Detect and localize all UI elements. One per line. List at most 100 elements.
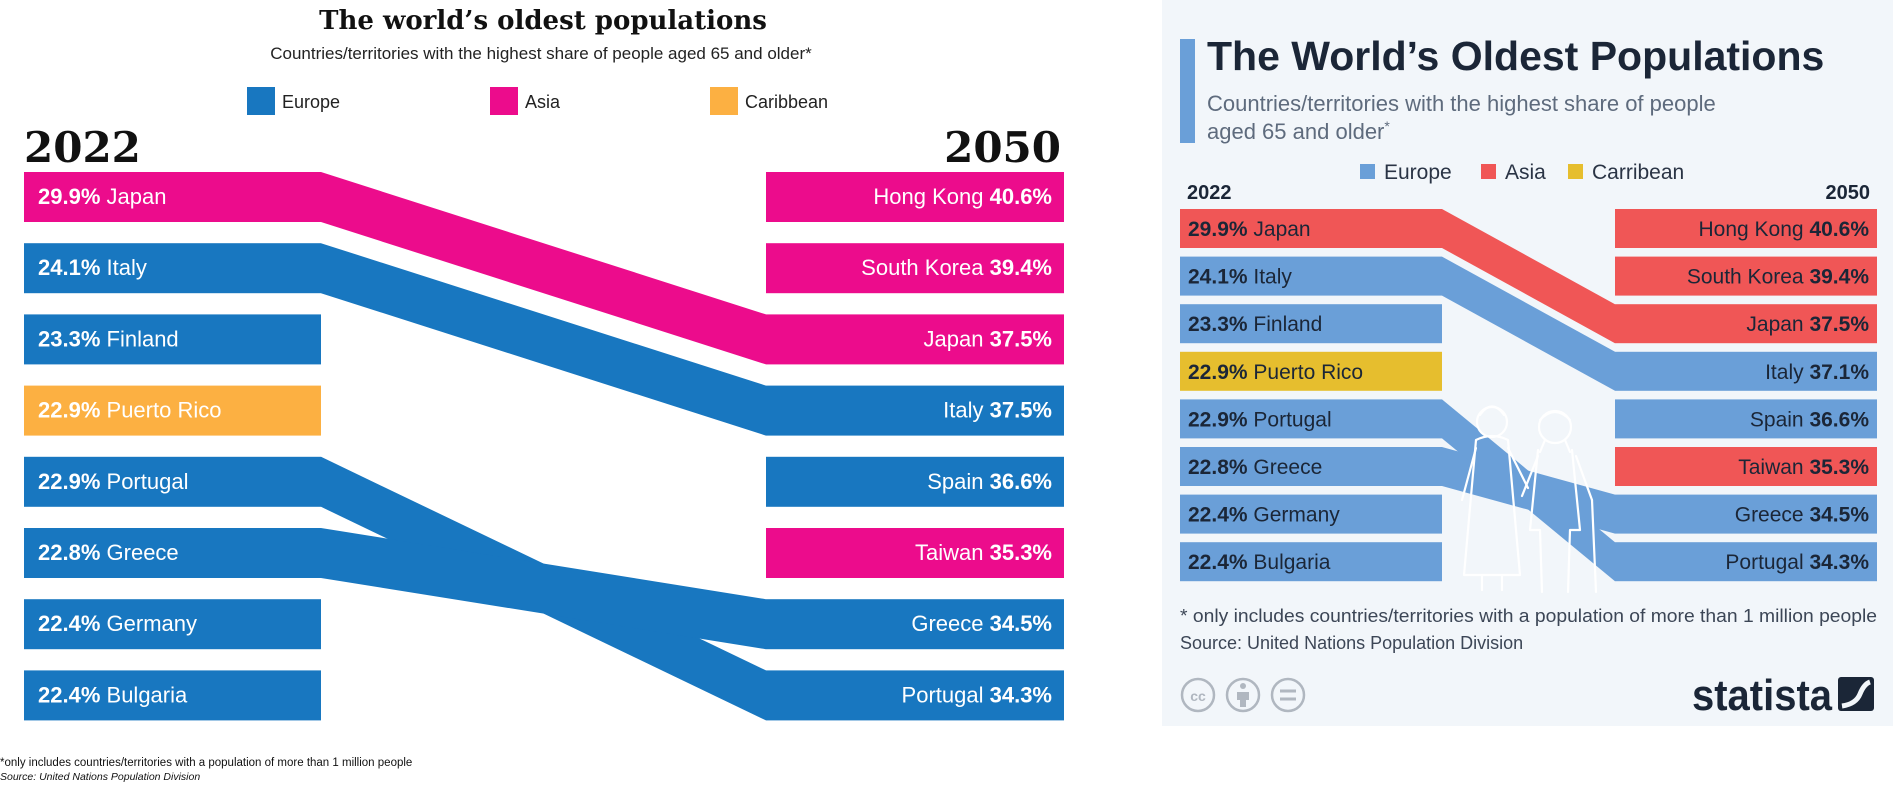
country-2050-hong-kong: Hong Kong [1699,218,1804,241]
statista-logo-text: statista [1692,671,1832,720]
legend-label-asia: Asia [1505,161,1546,184]
bar-2022-italy [1180,256,1442,296]
label-2022-japan: 29.9% Japan [38,184,166,209]
value-2022-puerto-rico: 22.9% [38,398,100,423]
country-2022-bulgaria: Bulgaria [107,682,188,707]
bar-2050-south-korea [1615,256,1877,296]
legend-label-carribean: Carribean [1592,161,1684,184]
country-2022-portugal: Portugal [107,469,189,494]
year-label-right: 2050 [944,123,1061,172]
bar-2050-taiwan [1615,447,1877,486]
country-2022-puerto-rico: Puerto Rico [107,398,222,423]
bar-2022-greece [24,528,321,578]
year-label-left: 2022 [24,123,141,172]
woman-dress [1462,434,1522,577]
bar-2050-spain [766,456,1064,507]
value-2050-portugal: 34.3% [1809,551,1869,574]
bar-2022-finland [1180,304,1442,344]
legend-swatch-caribbean [710,87,738,115]
label-2050-hong-kong: Hong Kong 40.6% [1699,218,1870,241]
chart-subtitle: Countries/territories with the highest s… [270,44,812,63]
label-2022-bulgaria: 22.4% Bulgaria [38,682,188,707]
value-2022-portugal: 22.9% [38,469,100,494]
country-2050-taiwan: Taiwan [1738,456,1803,479]
bar-2022-germany [1180,494,1442,534]
country-2050-japan: Japan [924,326,984,351]
flow-band-japan [321,172,766,365]
flow-band-portugal [1442,399,1615,582]
flow-links [321,172,766,721]
label-2050-spain: Spain 36.6% [1750,408,1869,431]
value-2022-finland: 23.3% [1188,313,1248,336]
bar-2050-hong-kong [1615,209,1877,248]
cane [1590,498,1598,594]
bar-2022-japan [24,172,321,222]
bar-2050-south-korea [766,243,1064,294]
flow-band-greece [321,528,766,650]
bar-2022-bulgaria [24,670,321,721]
value-2050-italy: 37.1% [1809,361,1869,384]
bar-2050-italy [766,385,1064,436]
bar-2022-portugal [24,456,321,507]
bar-2050-portugal [766,670,1064,721]
label-2022-italy: 24.1% Italy [38,255,147,280]
footnote: * only includes countries/territories wi… [1180,606,1877,626]
label-2050-japan: Japan 37.5% [924,326,1052,351]
value-2022-greece: 22.8% [38,540,100,565]
man-arm-cane [1574,454,1594,502]
value-2050-japan: 37.5% [990,326,1052,351]
country-2050-portugal: Portugal [1725,551,1803,574]
year-label-left: 2022 [1187,182,1232,204]
country-2022-japan: Japan [107,184,167,209]
bar-2050-japan [1615,304,1877,344]
country-2022-greece: Greece [107,540,179,565]
bar-2022-puerto-rico [24,385,321,436]
country-2022-italy: Italy [107,255,147,280]
label-2022-finland: 23.3% Finland [38,326,179,351]
footnote: *only includes countries/territories wit… [0,757,412,769]
flow-links [1442,209,1615,582]
label-2022-germany: 22.4% Germany [38,611,197,636]
country-2022-finland: Finland [107,326,179,351]
label-2050-spain: Spain 36.6% [927,469,1052,494]
bar-2022-italy [24,243,321,294]
bar-2050-greece [1615,494,1877,534]
label-2050-portugal: Portugal 34.3% [1725,551,1869,574]
value-2022-bulgaria: 22.4% [1188,551,1248,574]
label-2022-puerto-rico: 22.9% Puerto Rico [38,398,221,423]
value-2022-puerto-rico: 22.9% [1188,361,1248,384]
value-2022-finland: 23.3% [38,326,100,351]
label-2022-germany: 22.4% Germany [1188,504,1340,527]
country-2022-germany: Germany [107,611,197,636]
year-label-right: 2050 [1826,182,1871,204]
label-2050-greece: Greece 34.5% [911,611,1052,636]
label-2050-taiwan: Taiwan 35.3% [915,540,1052,565]
label-2022-italy: 24.1% Italy [1188,266,1292,289]
country-2050-portugal: Portugal [902,682,984,707]
flow-band-italy [1442,256,1615,391]
legend-swatch-asia [1481,164,1496,179]
value-2022-japan: 29.9% [1188,218,1248,241]
left-infographic: The world’s oldest populations Countries/… [0,6,1064,783]
legend-label-caribbean: Caribbean [745,92,828,112]
woman-hair [1478,405,1506,417]
legend-label-europe: Europe [1384,161,1452,184]
man-arm [1520,454,1540,498]
value-2050-hong-kong: 40.6% [990,184,1052,209]
value-2050-south-korea: 39.4% [990,255,1052,280]
value-2022-germany: 22.4% [38,611,100,636]
country-2022-finland: Finland [1253,313,1322,336]
label-2022-greece: 22.8% Greece [38,540,179,565]
chart-title: The World’s Oldest Populations [1207,33,1824,79]
value-2050-hong-kong: 40.6% [1809,218,1869,241]
value-2050-greece: 34.5% [990,611,1052,636]
value-2022-italy: 24.1% [1188,266,1248,289]
value-2022-portugal: 22.9% [1188,408,1248,431]
statista-logo-mark [1838,677,1874,711]
flow-band-italy [321,243,766,436]
subtitle-line-2-text: aged 65 and older [1207,119,1384,144]
label-2050-taiwan: Taiwan 35.3% [1738,456,1869,479]
bar-2022-germany [24,599,321,650]
country-2050-italy: Italy [943,398,983,423]
bar-2050-taiwan [766,528,1064,578]
